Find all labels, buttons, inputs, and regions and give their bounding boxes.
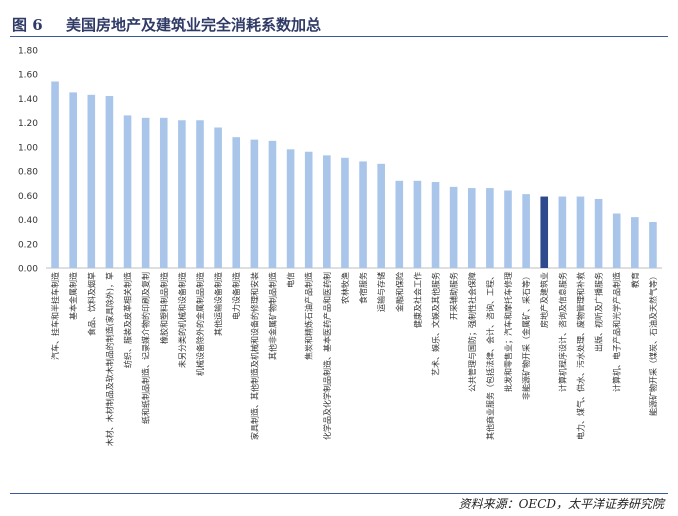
- x-tick-label: 化学品及化学制品制造、基本医药产品和医药制: [322, 272, 332, 440]
- footer-rule: [10, 493, 668, 494]
- bar: [105, 96, 114, 268]
- x-tick-label: 橡胶和塑料制品制造: [159, 272, 169, 344]
- y-tick-label: 0.00: [18, 265, 38, 275]
- y-tick-label: 1.20: [18, 119, 38, 129]
- x-tick-label: 公共管理与国防；强制性社会保障: [467, 272, 477, 392]
- x-tick-label: 家具制造、其他制造及机械和设备的修理和安装: [249, 272, 259, 440]
- bar: [594, 198, 603, 268]
- source-note: 资料来源：OECD，太平洋证券研究院: [458, 497, 664, 511]
- figure-title: 美国房地产及建筑业完全消耗系数加总: [66, 16, 322, 34]
- y-tick-label: 1.40: [18, 95, 38, 105]
- bar: [123, 115, 132, 269]
- bar: [286, 149, 295, 268]
- x-tick-label: 运输与存储: [376, 272, 386, 312]
- x-tick-label: 计算机、电子产品和光学产品制造: [612, 272, 622, 392]
- y-tick-label: 0.40: [18, 216, 38, 226]
- bar: [576, 196, 585, 268]
- x-tick-label: 机械设备除外的金属制品制造: [195, 272, 205, 376]
- y-tick-label: 0.20: [18, 240, 38, 250]
- x-tick-label: 金融和保险: [394, 272, 404, 312]
- bar: [304, 151, 313, 268]
- bar: [377, 163, 385, 268]
- bar: [413, 180, 422, 268]
- y-tick-label: 0.60: [18, 192, 38, 202]
- x-tick-label: 木材、木材制品及软木制品的制造(家具除外)，草: [104, 272, 114, 446]
- bar: [323, 155, 331, 268]
- x-tick-label: 汽车、挂车和半挂车制造: [50, 272, 60, 360]
- x-tick-label: 教育: [630, 272, 640, 288]
- x-tick-label: 基本金属制造: [68, 272, 78, 320]
- x-tick-label: 纺织、服装及皮革相关制造: [123, 272, 133, 368]
- x-tick-label: 出版、视听及广播服务: [594, 272, 604, 352]
- y-tick-label: 1.80: [18, 47, 38, 57]
- bar: [87, 94, 96, 268]
- bar-highlight: [540, 196, 549, 268]
- bar: [431, 182, 440, 268]
- bar: [558, 196, 567, 268]
- bar: [631, 217, 639, 268]
- bar: [178, 120, 186, 268]
- x-tick-label: 计算机程序设计、咨询及信息服务: [557, 272, 567, 392]
- x-tick-label: 非能源矿物开采（金属矿、采石等）: [521, 272, 531, 400]
- y-tick-label: 0.80: [18, 168, 38, 178]
- bar: [467, 188, 476, 268]
- x-tick-label: 未另分类的机械和设备制造: [177, 272, 187, 368]
- bar: [449, 186, 458, 268]
- bar: [649, 221, 657, 268]
- bar: [159, 117, 168, 268]
- x-tick-label: 健康及社会工作: [412, 272, 422, 328]
- x-tick-label: 电力、煤气、供水、污水处理、废物管理和补救: [575, 272, 585, 440]
- x-tick-label: 电信: [286, 272, 296, 288]
- x-tick-label: 能源矿物开采（煤炭、石油及天然气等）: [648, 272, 658, 416]
- figure-header: 图 6 美国房地产及建筑业完全消耗系数加总: [10, 8, 668, 37]
- x-tick-label: 焦炭和精炼石油产品制造: [304, 272, 314, 360]
- x-tick-label: 其他商业服务（包括法律、会计、咨询、工程、: [485, 272, 495, 440]
- x-tick-label: 纸和纸制品制造、记录媒介物的印刷及复制: [141, 272, 151, 424]
- bar: [504, 190, 512, 268]
- bar: [232, 137, 241, 268]
- bar: [196, 120, 204, 268]
- x-tick-label: 其他运输设备制造: [213, 272, 223, 336]
- bar: [522, 194, 530, 268]
- x-tick-label: 食宿服务: [358, 272, 368, 304]
- figure-label: 图 6: [12, 16, 43, 34]
- x-tick-label: 批发和零售业；汽车和摩托车修理: [503, 272, 513, 392]
- bar: [250, 139, 259, 268]
- bar: [268, 140, 277, 268]
- x-tick-label: 电力设备制造: [231, 272, 241, 320]
- x-tick-label: 食品、饮料及烟草: [86, 272, 96, 336]
- x-tick-label: 开采辅助服务: [449, 272, 459, 320]
- bar: [612, 213, 621, 268]
- x-tick-label: 其他非金属矿物制品制造: [267, 272, 277, 360]
- y-tick-label: 1.00: [18, 143, 38, 153]
- bar: [214, 127, 222, 268]
- x-tick-label: 房地产及建筑业: [539, 272, 549, 328]
- bar: [486, 188, 494, 268]
- bar: [395, 180, 404, 268]
- y-tick-label: 1.60: [18, 71, 38, 81]
- bar: [141, 117, 150, 268]
- bar: [341, 157, 349, 268]
- bar: [359, 161, 367, 268]
- x-tick-label: 农林牧渔: [340, 272, 350, 304]
- bar: [69, 92, 77, 268]
- x-tick-label: 艺术、娱乐、文娱及其他服务: [431, 272, 441, 376]
- bar-chart: 0.00 0.20 0.40 0.60 0.80 1.00 1.20 1.40 1.60 1.80…: [18, 47, 662, 446]
- bar: [51, 81, 59, 268]
